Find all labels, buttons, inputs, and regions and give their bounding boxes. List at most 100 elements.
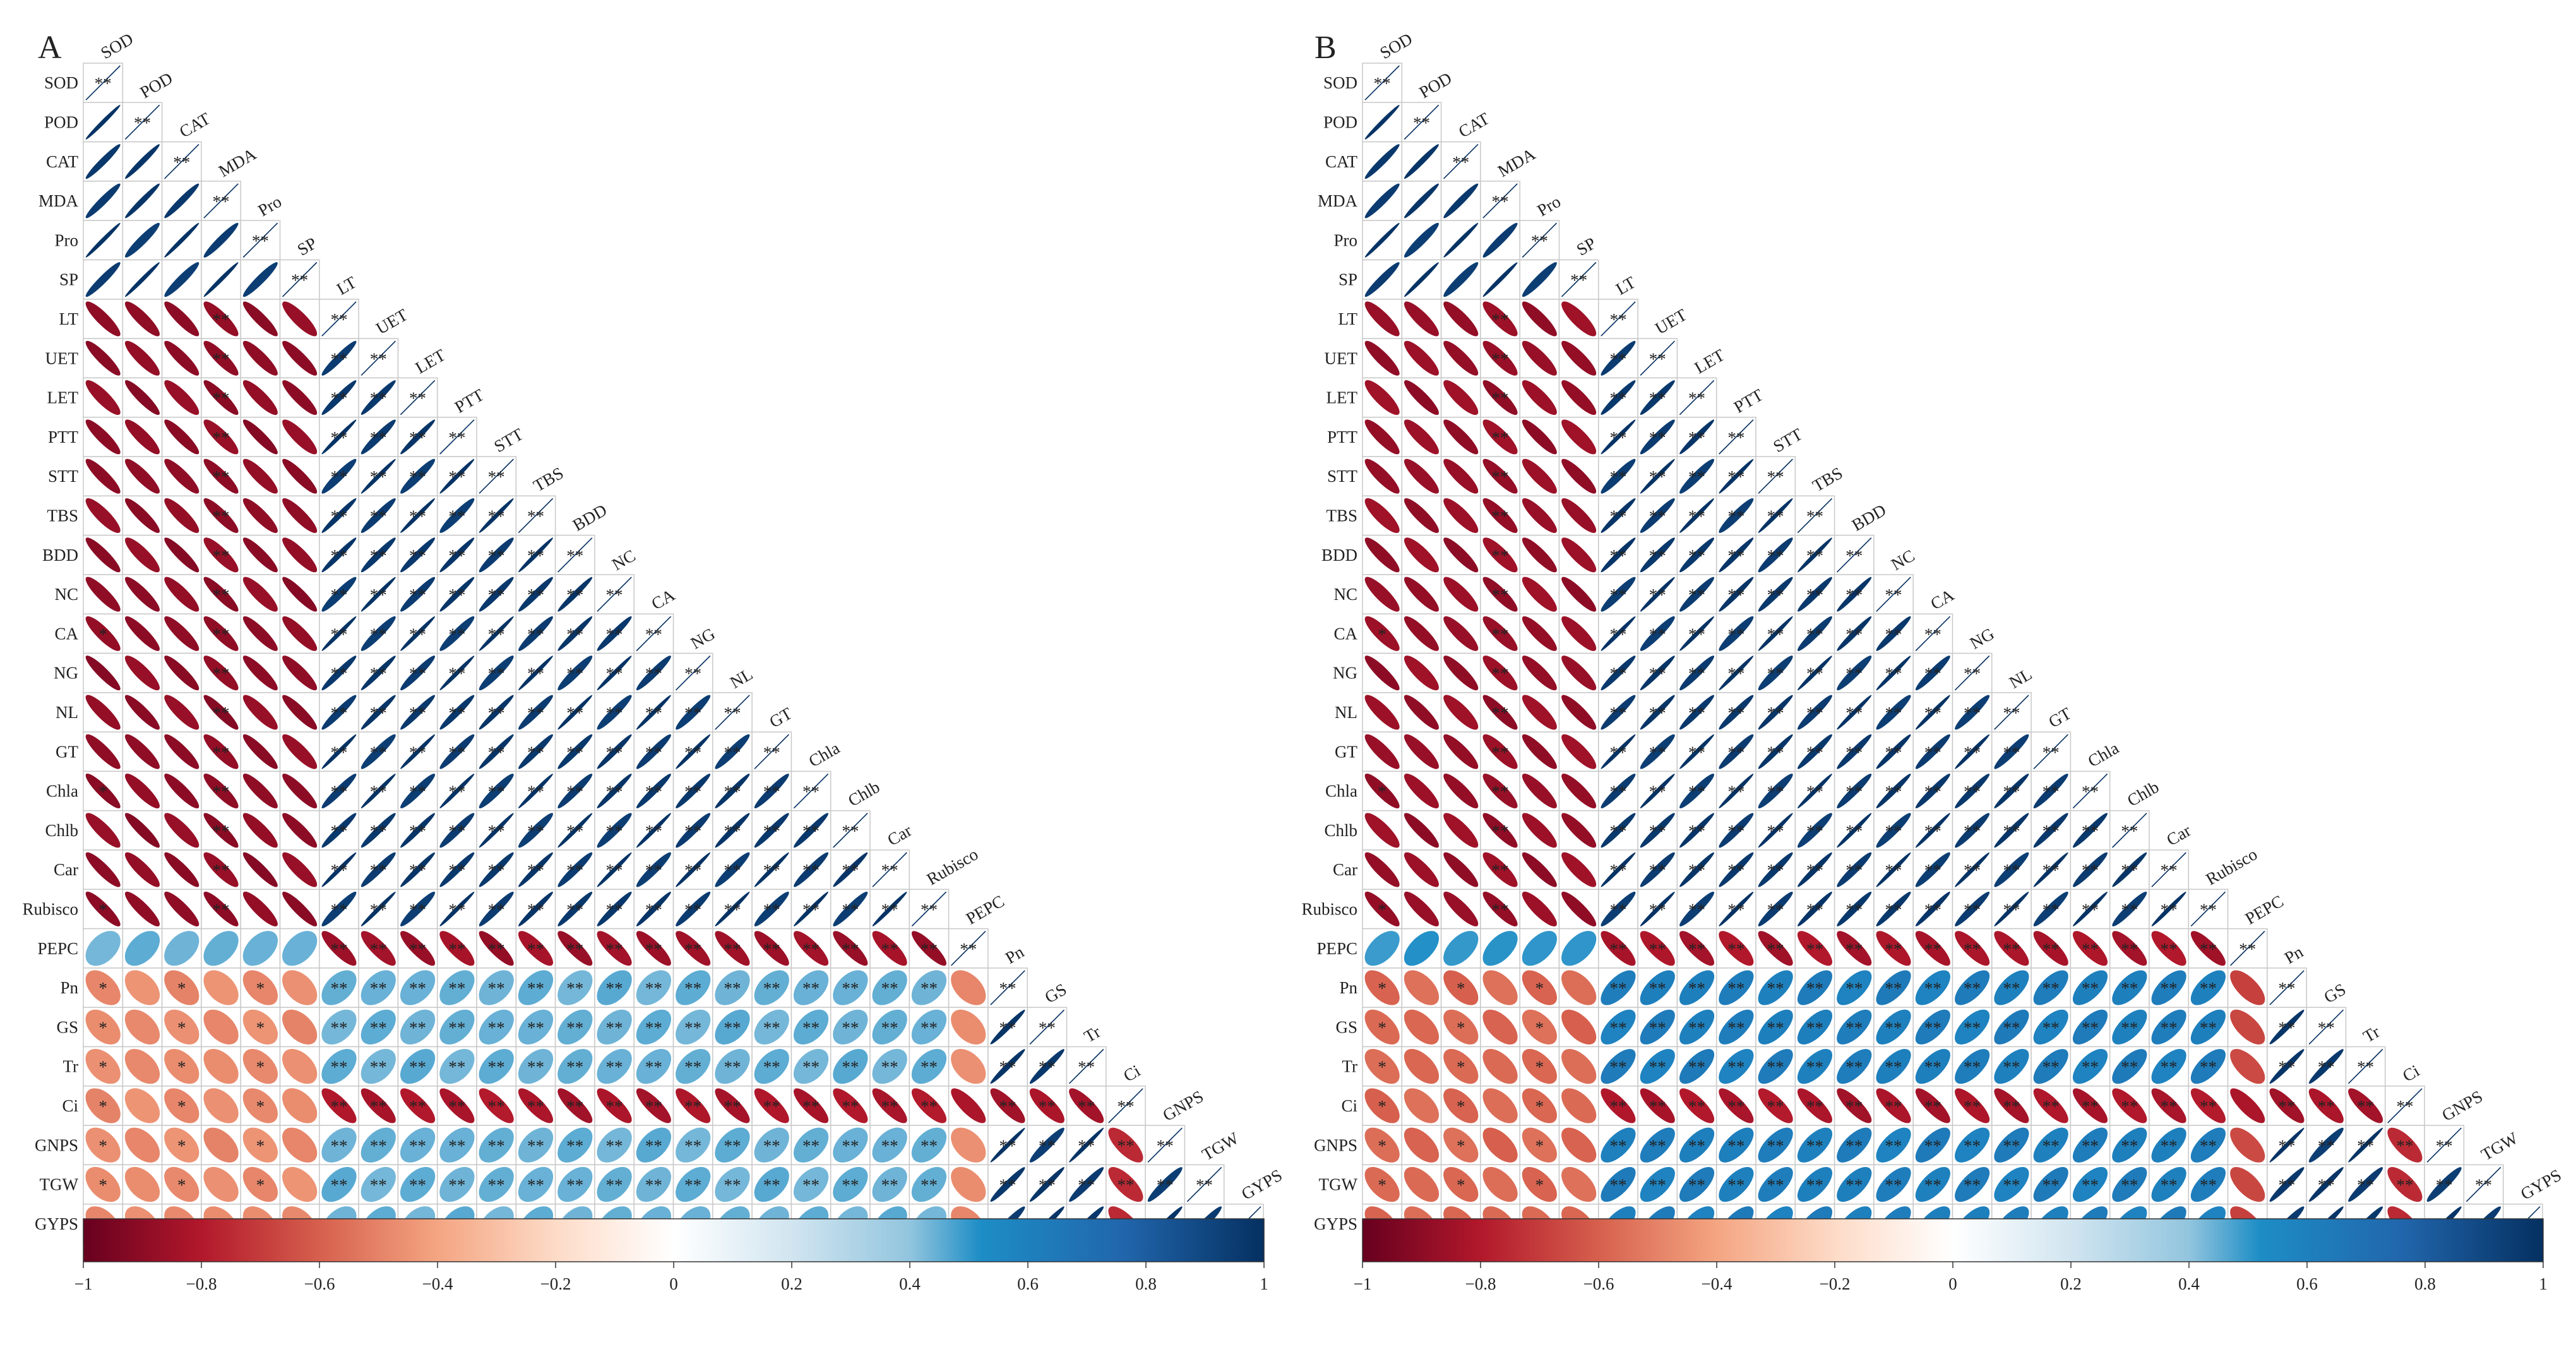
significance-mark: **	[1964, 743, 1981, 762]
significance-mark: **	[999, 1097, 1017, 1116]
corr-ellipse	[164, 380, 200, 416]
significance-mark: **	[724, 861, 741, 880]
significance-mark: **	[2200, 900, 2217, 919]
significance-mark: **	[2003, 979, 2020, 998]
significance-mark: *	[98, 1176, 107, 1195]
significance-mark: **	[724, 743, 741, 762]
significance-mark: **	[1688, 1176, 1705, 1195]
significance-mark: **	[1964, 1058, 1981, 1077]
col-label-lt: LT	[333, 273, 360, 299]
significance-mark: **	[1649, 1018, 1666, 1037]
row-label-bdd: BDD	[1321, 546, 1357, 565]
significance-mark: **	[2239, 940, 2256, 959]
corr-ellipse	[124, 1127, 160, 1163]
significance-mark: **	[173, 153, 190, 172]
significance-mark: **	[1767, 743, 1784, 762]
significance-mark: **	[2200, 1097, 2217, 1116]
significance-mark: **	[1452, 153, 1469, 172]
significance-mark: **	[645, 1058, 662, 1077]
col-label-sp: SP	[294, 234, 320, 260]
significance-mark: **	[1157, 1176, 1174, 1195]
corr-ellipse	[164, 262, 200, 297]
corr-ellipse	[439, 695, 475, 730]
significance-mark: **	[842, 822, 859, 841]
corr-ellipse	[833, 1049, 868, 1084]
significance-mark: **	[684, 782, 701, 801]
significance-mark: **	[1492, 585, 1509, 604]
col-label-gnps: GNPS	[2438, 1087, 2486, 1125]
significance-mark: **	[1924, 1018, 1941, 1037]
corr-ellipse	[479, 813, 514, 848]
significance-mark: *	[98, 1058, 107, 1077]
row-label-ptt: PTT	[1327, 428, 1358, 446]
significance-mark: **	[370, 664, 387, 683]
significance-mark: **	[330, 625, 347, 644]
significance-mark: **	[1039, 1176, 1056, 1195]
significance-mark: **	[1649, 822, 1666, 841]
significance-mark: **	[1924, 703, 1941, 722]
corr-ellipse	[479, 577, 514, 612]
significance-mark: **	[724, 1097, 741, 1116]
corr-ellipse	[794, 931, 829, 966]
corr-ellipse	[754, 970, 789, 1005]
significance-mark: **	[1885, 703, 1902, 722]
col-label-mda: MDA	[1494, 144, 1539, 181]
corr-ellipse	[479, 1009, 514, 1045]
significance-mark: **	[1964, 703, 1981, 722]
corr-ellipse	[85, 1088, 121, 1123]
significance-mark: **	[1806, 782, 1823, 801]
significance-mark: **	[1649, 625, 1666, 644]
significance-mark: **	[1846, 1058, 1863, 1077]
corr-ellipse	[321, 695, 357, 730]
corr-ellipse	[951, 1127, 986, 1163]
corr-ellipse	[282, 1009, 318, 1045]
significance-mark: *	[177, 1136, 186, 1155]
significance-mark: **	[409, 979, 426, 998]
corr-ellipse	[676, 734, 711, 769]
significance-mark: **	[409, 389, 426, 408]
diagonal-line	[675, 655, 711, 691]
corr-ellipse	[164, 222, 200, 258]
significance-mark: **	[2003, 822, 2020, 841]
row-label-pn: Pn	[1339, 978, 1357, 997]
significance-mark: **	[1767, 1058, 1784, 1077]
row-label-chla: Chla	[46, 782, 78, 801]
significance-mark: **	[2042, 782, 2060, 801]
significance-mark: **	[1649, 664, 1666, 683]
corr-ellipse	[518, 774, 553, 808]
significance-mark: **	[213, 349, 230, 368]
significance-mark: *	[1535, 1176, 1544, 1195]
significance-mark: **	[2121, 1136, 2138, 1155]
corr-ellipse	[597, 1049, 632, 1084]
row-label-pod: POD	[1323, 112, 1357, 131]
significance-mark: **	[1924, 782, 1941, 801]
significance-mark: **	[1727, 1176, 1744, 1195]
significance-mark: **	[1196, 1176, 1213, 1195]
corr-ellipse	[439, 734, 475, 769]
corr-ellipse	[203, 222, 239, 258]
significance-mark: **	[1609, 1018, 1626, 1037]
significance-mark: **	[2200, 940, 2217, 959]
corr-ellipse	[242, 1009, 278, 1045]
significance-mark: **	[527, 1058, 544, 1077]
significance-mark: **	[488, 743, 505, 762]
corr-ellipse	[242, 1127, 278, 1163]
corr-ellipse	[124, 734, 160, 769]
significance-mark: **	[1767, 546, 1784, 565]
col-label-ng: NG	[1967, 624, 1998, 652]
corr-ellipse	[203, 419, 239, 455]
row-label-gyps: GYPS	[1314, 1214, 1357, 1233]
significance-mark: **	[802, 1136, 820, 1155]
corr-ellipse	[361, 616, 396, 651]
significance-mark: **	[566, 1018, 583, 1037]
significance-mark: **	[488, 861, 505, 880]
corr-ellipse	[321, 1127, 357, 1163]
corr-ellipse	[282, 931, 318, 966]
significance-mark: *	[177, 1058, 186, 1077]
corr-ellipse	[911, 1049, 947, 1084]
colorbar-tick-label: −0.8	[1465, 1274, 1496, 1293]
significance-mark: **	[566, 1058, 583, 1077]
significance-mark: **	[1609, 900, 1626, 919]
significance-mark: **	[527, 979, 544, 998]
corr-ellipse	[85, 262, 121, 297]
